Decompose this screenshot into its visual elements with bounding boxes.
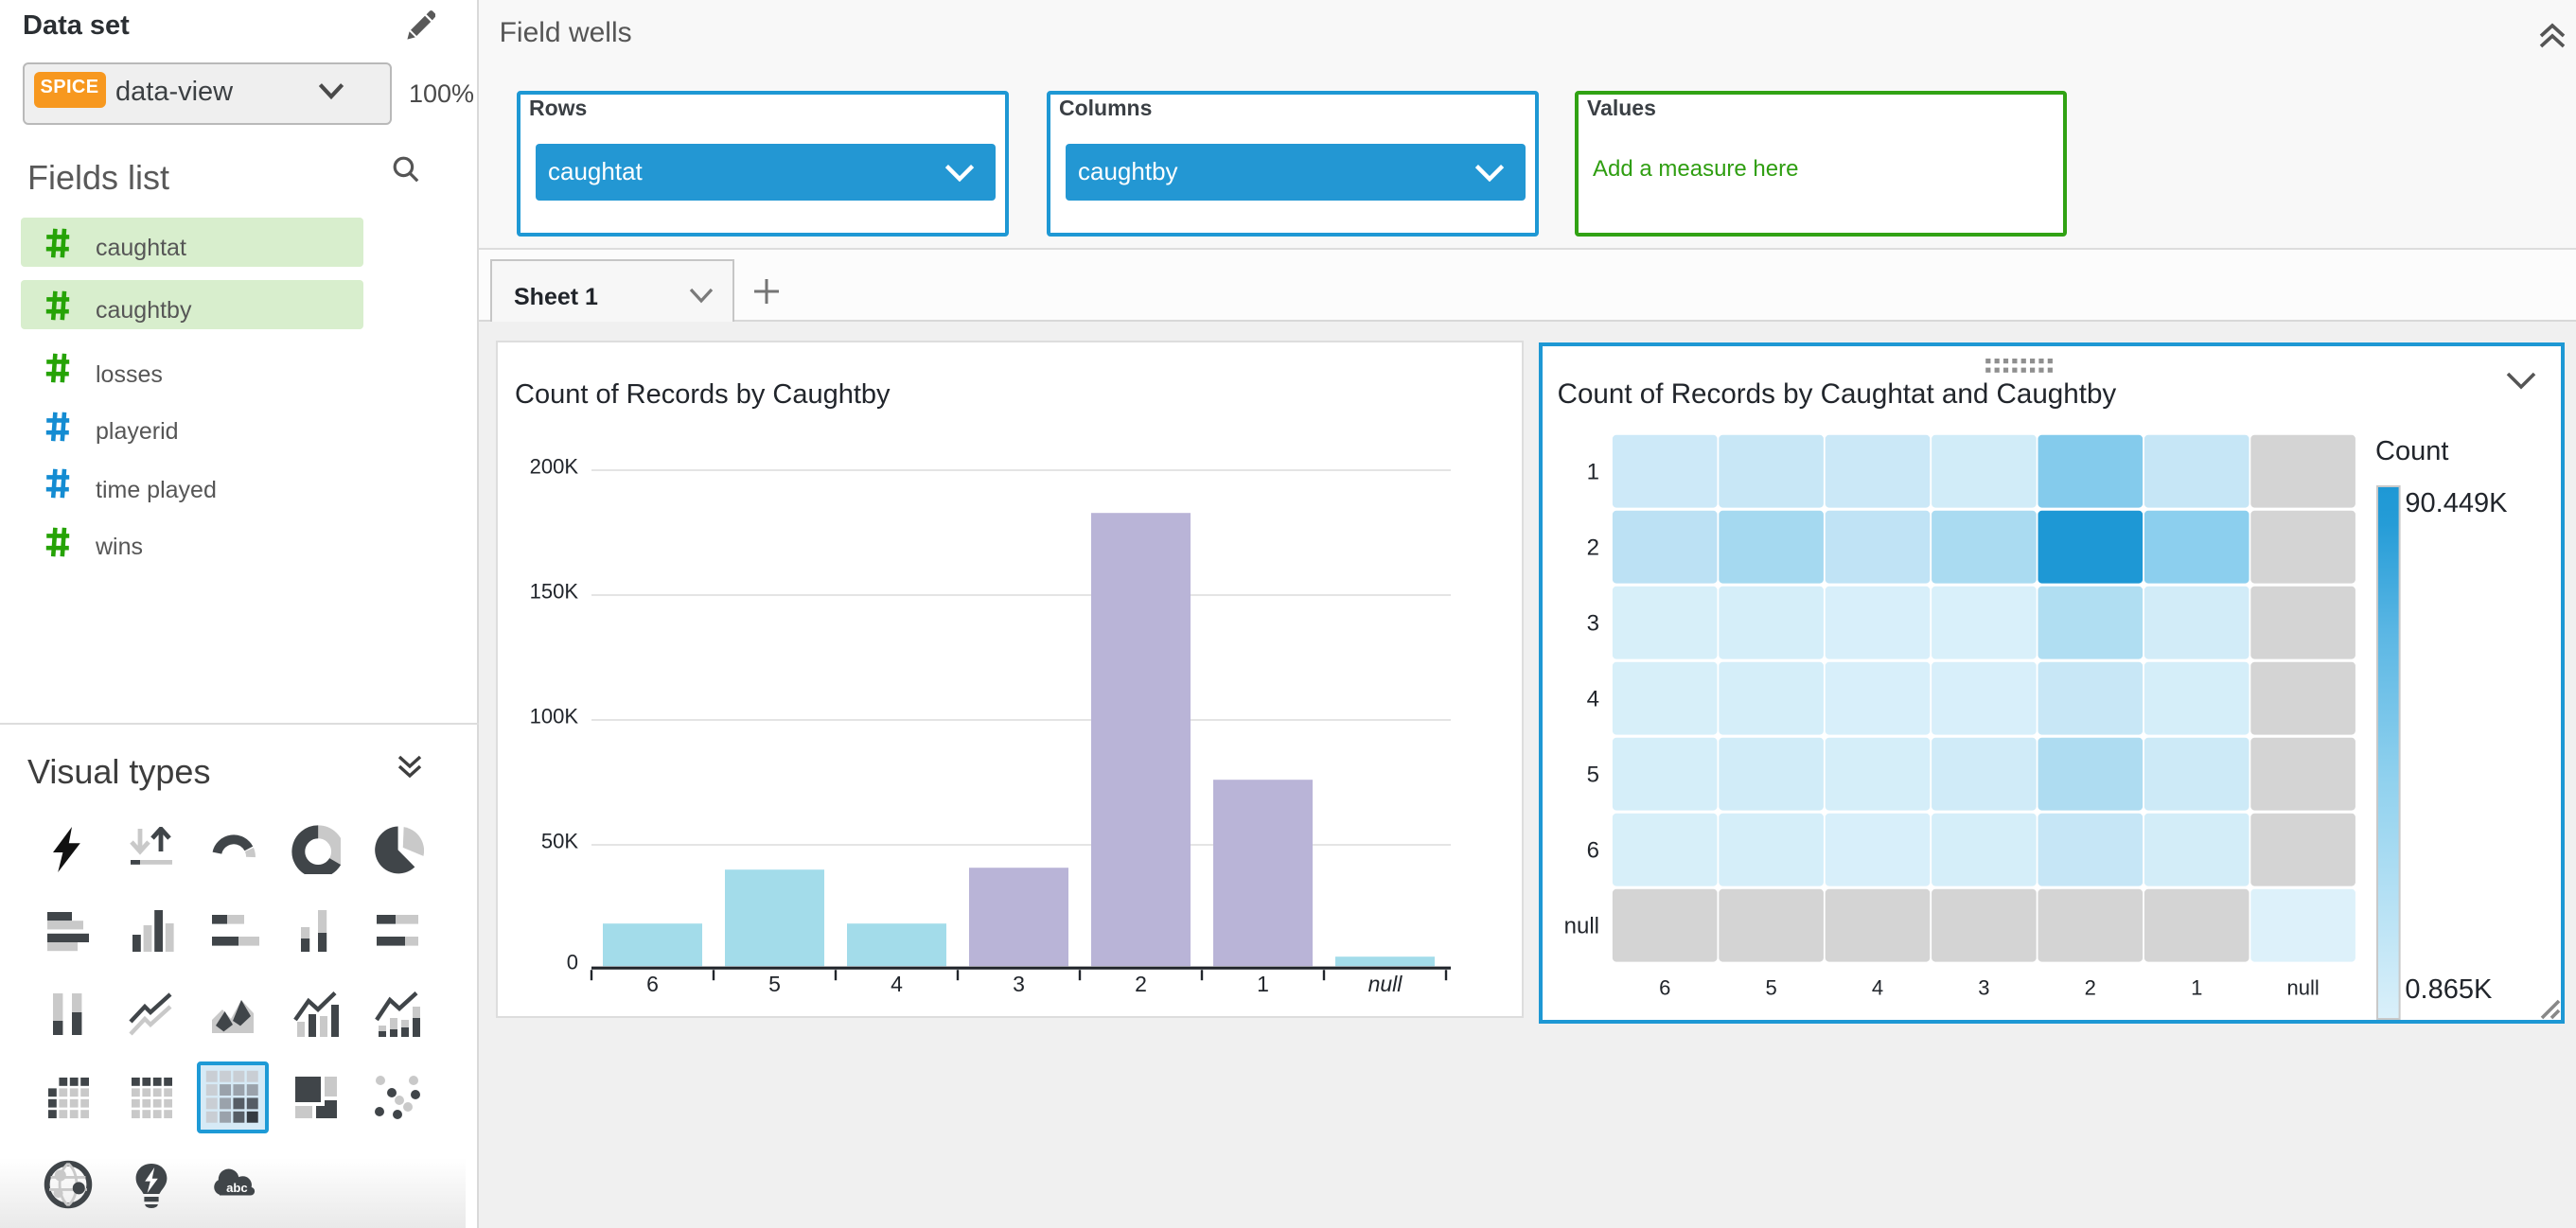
svg-text:3: 3 xyxy=(1012,972,1024,996)
svg-text:1: 1 xyxy=(1256,972,1268,996)
svg-text:2: 2 xyxy=(1134,972,1146,996)
svg-text:0.865K: 0.865K xyxy=(2404,974,2492,1005)
svg-text:6: 6 xyxy=(1658,976,1669,1000)
svg-text:50K: 50K xyxy=(540,829,577,852)
svg-text:null: null xyxy=(1563,914,1598,939)
svg-text:3: 3 xyxy=(1977,976,1988,1000)
svg-text:5: 5 xyxy=(768,972,780,996)
svg-text:0: 0 xyxy=(566,951,577,974)
svg-text:2: 2 xyxy=(1586,535,1598,561)
svg-text:abc: abc xyxy=(226,1180,248,1194)
svg-text:Count: Count xyxy=(2374,436,2447,466)
svg-text:6: 6 xyxy=(645,972,658,996)
svg-text:null: null xyxy=(2285,976,2318,1000)
svg-text:null: null xyxy=(1367,972,1403,996)
svg-text:1: 1 xyxy=(2190,976,2201,1000)
svg-text:5: 5 xyxy=(1586,763,1598,788)
svg-text:3: 3 xyxy=(1586,611,1598,637)
svg-text:4: 4 xyxy=(890,972,902,996)
svg-text:100K: 100K xyxy=(529,704,578,728)
svg-text:1: 1 xyxy=(1586,460,1598,485)
svg-text:150K: 150K xyxy=(529,579,578,603)
svg-text:200K: 200K xyxy=(529,454,578,478)
svg-text:5: 5 xyxy=(1764,976,1775,1000)
svg-text:2: 2 xyxy=(2084,976,2095,1000)
svg-text:4: 4 xyxy=(1871,976,1882,1000)
svg-text:4: 4 xyxy=(1586,687,1598,712)
svg-text:6: 6 xyxy=(1586,838,1598,864)
svg-text:90.449K: 90.449K xyxy=(2404,488,2507,518)
